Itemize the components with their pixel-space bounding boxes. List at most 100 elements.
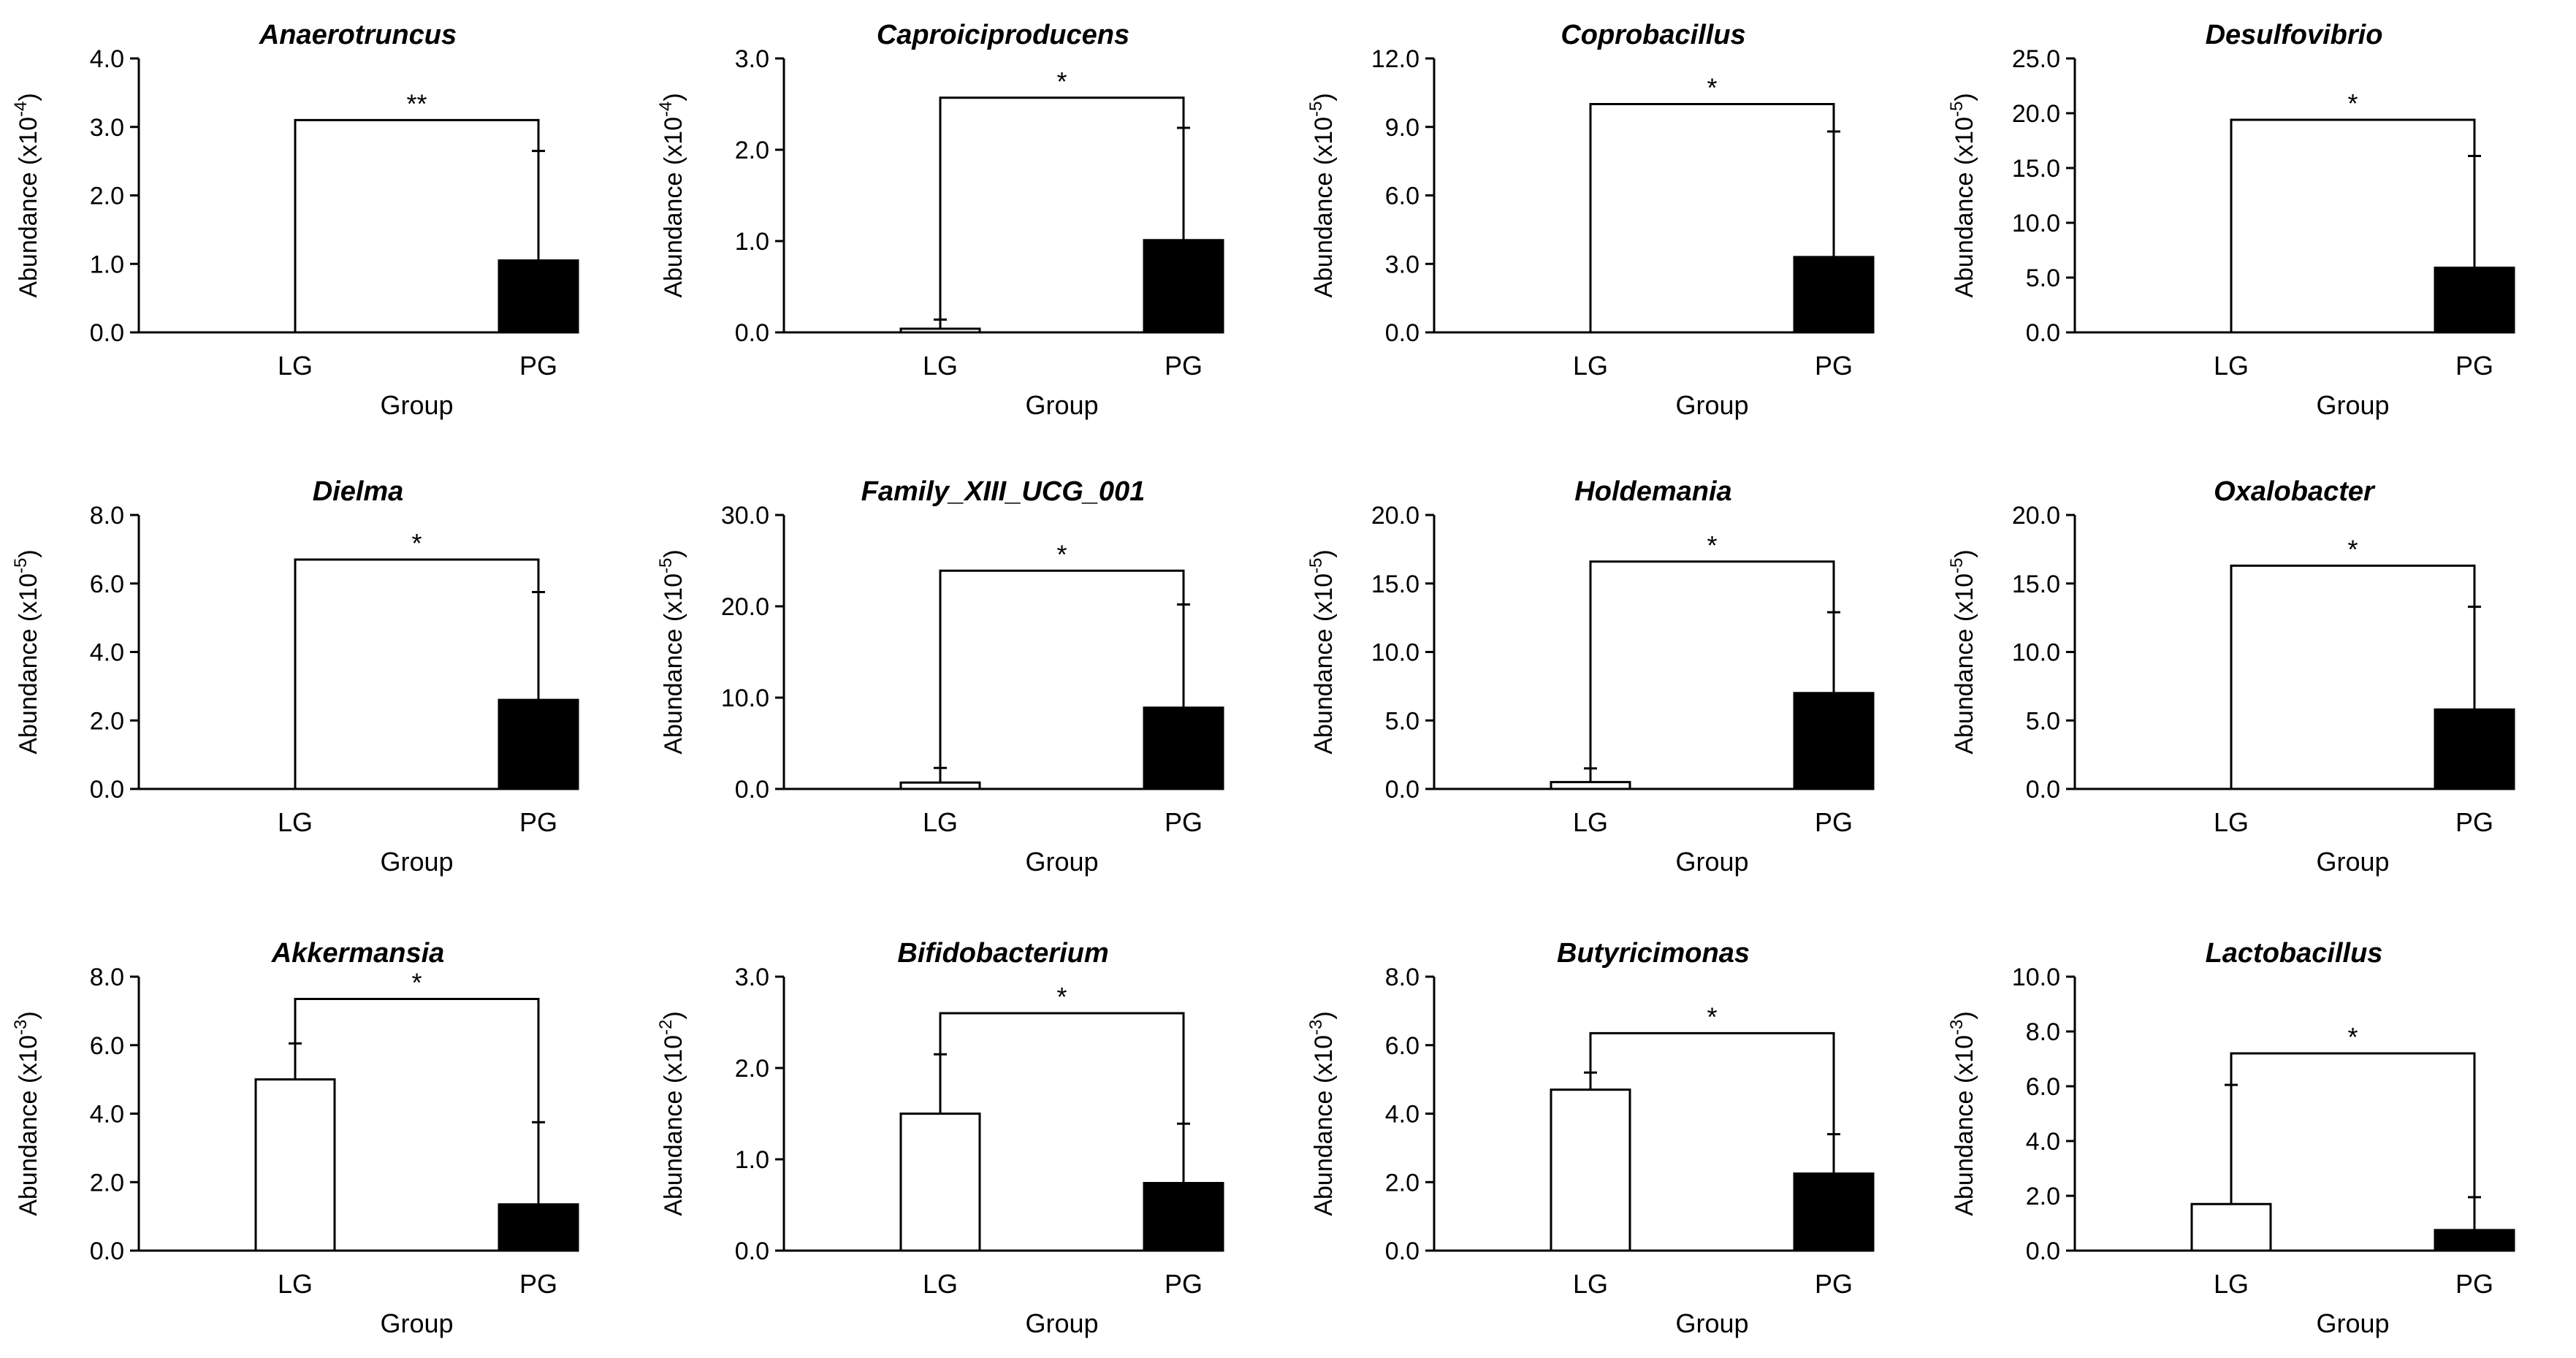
- y-axis-label-paren-open: (: [1951, 1075, 1978, 1090]
- x-axis-title: Group: [1025, 1308, 1098, 1338]
- y-tick-label: 5.0: [2026, 264, 2060, 292]
- y-axis-label: Abundance (x10-5): [656, 549, 687, 754]
- y-tick-label: 15.0: [2012, 155, 2060, 183]
- bar-lg: [899, 1113, 981, 1252]
- y-axis-label-exponent: -5: [1947, 102, 1967, 117]
- significance-bracket: [294, 118, 540, 332]
- x-axis-title: Group: [1675, 847, 1748, 877]
- x-axis-title: Group: [380, 1308, 453, 1338]
- y-axis-label-paren-open: (: [15, 156, 42, 172]
- y-tick-label: 2.0: [1385, 1169, 1420, 1197]
- y-axis-label-unit: x10: [15, 1035, 42, 1075]
- y-tick-label: 3.0: [735, 964, 769, 991]
- y-axis-label-paren-open: (: [1951, 613, 1978, 628]
- bar-lg: [254, 1078, 336, 1252]
- x-axis-title: Group: [380, 847, 453, 877]
- chart-panel: Akkermansia 0.0 2.0 4.0 6.0 8.0 Abundance (x10…: [11, 938, 579, 1338]
- y-axis-label: Abundance (x10-5): [1947, 549, 1978, 754]
- x-tick-label: LG: [278, 807, 313, 837]
- x-tick-label: PG: [2455, 351, 2493, 381]
- x-tick-label: LG: [2214, 807, 2249, 837]
- bar-pg: [1143, 1182, 1224, 1252]
- y-axis-label: Abundance (x10-5): [1306, 549, 1338, 754]
- y-axis-label-exponent: -4: [656, 102, 676, 117]
- y-tick-label: 2.0: [90, 707, 124, 735]
- y-tick-label: 0.0: [2026, 1237, 2060, 1265]
- y-axis-label-text: Abundance: [1310, 629, 1338, 755]
- y-axis-label-paren-open: (: [660, 613, 687, 628]
- y-tick-label: 10.0: [2012, 210, 2060, 237]
- y-axis-label-text: Abundance: [1310, 172, 1338, 298]
- y-axis-label-unit: x10: [15, 117, 42, 157]
- y-axis-label-paren-close: ): [660, 1011, 687, 1019]
- y-axis-label-text: Abundance: [1951, 172, 1978, 298]
- y-axis-label-text: Abundance: [1310, 1091, 1338, 1216]
- y-tick-label: 0.0: [90, 776, 124, 804]
- y-axis-label-paren-close: ): [1310, 549, 1338, 557]
- chart-title: Oxalobacter: [2214, 476, 2376, 507]
- chart-panel: Butyricimonas 0.0 2.0 4.0 6.0 8.0 Abundance (x…: [1306, 938, 1875, 1338]
- y-axis-label-text: Abundance: [15, 629, 42, 755]
- chart-panel: Lactobacillus 0.0 2.0 4.0 6.0 8.0 10.0 Abundanc…: [1947, 938, 2515, 1338]
- significance-bracket: [1589, 103, 1835, 332]
- y-tick-label: 10.0: [721, 684, 769, 712]
- significance-marker: *: [1707, 1002, 1717, 1031]
- y-axis-label-exponent: -5: [1306, 558, 1326, 573]
- y-axis-label-exponent: -5: [11, 558, 31, 573]
- chart-panel: Family_XIII_UCG_001 0.0 10.0 20.0 30.0 Abunda…: [656, 476, 1224, 877]
- y-axis-label-unit: x10: [1310, 117, 1338, 157]
- y-tick-label: 12.0: [1371, 45, 1420, 73]
- y-axis-label-exponent: -2: [656, 1020, 676, 1035]
- y-tick-label: 3.0: [735, 45, 769, 73]
- significance-bracket: [2230, 564, 2476, 789]
- y-tick-label: 0.0: [90, 1237, 124, 1265]
- y-axis-label-paren-close: ): [660, 549, 687, 557]
- x-axis-title: Group: [1675, 390, 1748, 420]
- chart-title: Holdemania: [1574, 476, 1731, 507]
- x-tick-label: LG: [1573, 351, 1608, 381]
- y-tick-label: 0.0: [735, 319, 769, 347]
- y-tick-label: 6.0: [90, 1032, 124, 1060]
- y-axis-label-paren-close: ): [1951, 93, 1978, 101]
- y-axis-label: Abundance (x10-5): [1947, 93, 1978, 297]
- y-axis-label-text: Abundance: [660, 172, 687, 298]
- significance-marker: *: [2347, 88, 2358, 118]
- y-axis-label: Abundance (x10-3): [1947, 1011, 1978, 1216]
- y-tick-label: 20.0: [2012, 502, 2060, 530]
- y-axis-label-exponent: -4: [11, 102, 31, 117]
- y-tick-label: 3.0: [90, 114, 124, 142]
- y-tick-label: 0.0: [1385, 319, 1420, 347]
- significance-bracket: [294, 997, 540, 1123]
- bar-pg: [2434, 1229, 2515, 1252]
- y-tick-label: 15.0: [1371, 571, 1420, 598]
- y-tick-label: 0.0: [90, 319, 124, 347]
- y-tick-label: 4.0: [90, 1101, 124, 1129]
- chart-title: Caproiciproducens: [877, 20, 1129, 50]
- y-tick-label: 5.0: [2026, 707, 2060, 735]
- y-axis-label-text: Abundance: [15, 172, 42, 298]
- y-tick-label: 2.0: [90, 183, 124, 210]
- y-axis-label-paren-close: ): [660, 93, 687, 101]
- y-tick-label: 8.0: [2026, 1018, 2060, 1046]
- y-axis-label-text: Abundance: [660, 629, 687, 755]
- significance-marker: *: [1707, 530, 1717, 560]
- x-axis-title: Group: [2316, 390, 2389, 420]
- y-axis-label-paren-open: (: [15, 613, 42, 628]
- bar-pg: [498, 698, 579, 790]
- y-tick-label: 15.0: [2012, 571, 2060, 598]
- y-axis-label-paren-close: ): [1951, 1011, 1978, 1019]
- y-axis-label-paren-open: (: [1951, 156, 1978, 172]
- y-tick-label: 0.0: [2026, 319, 2060, 347]
- y-tick-label: 10.0: [2012, 964, 2060, 991]
- x-tick-label: LG: [2214, 351, 2249, 381]
- y-axis-label: Abundance (x10-3): [1306, 1011, 1338, 1216]
- y-axis-label-unit: x10: [15, 573, 42, 614]
- y-axis-label-unit: x10: [1951, 117, 1978, 157]
- y-axis-label: Abundance (x10-4): [656, 93, 687, 297]
- y-tick-label: 6.0: [1385, 183, 1420, 210]
- bar-pg: [2434, 267, 2515, 334]
- x-tick-label: LG: [1573, 807, 1608, 837]
- significance-marker: *: [411, 967, 422, 997]
- y-tick-label: 2.0: [2026, 1183, 2060, 1210]
- significance-marker: *: [1707, 73, 1717, 103]
